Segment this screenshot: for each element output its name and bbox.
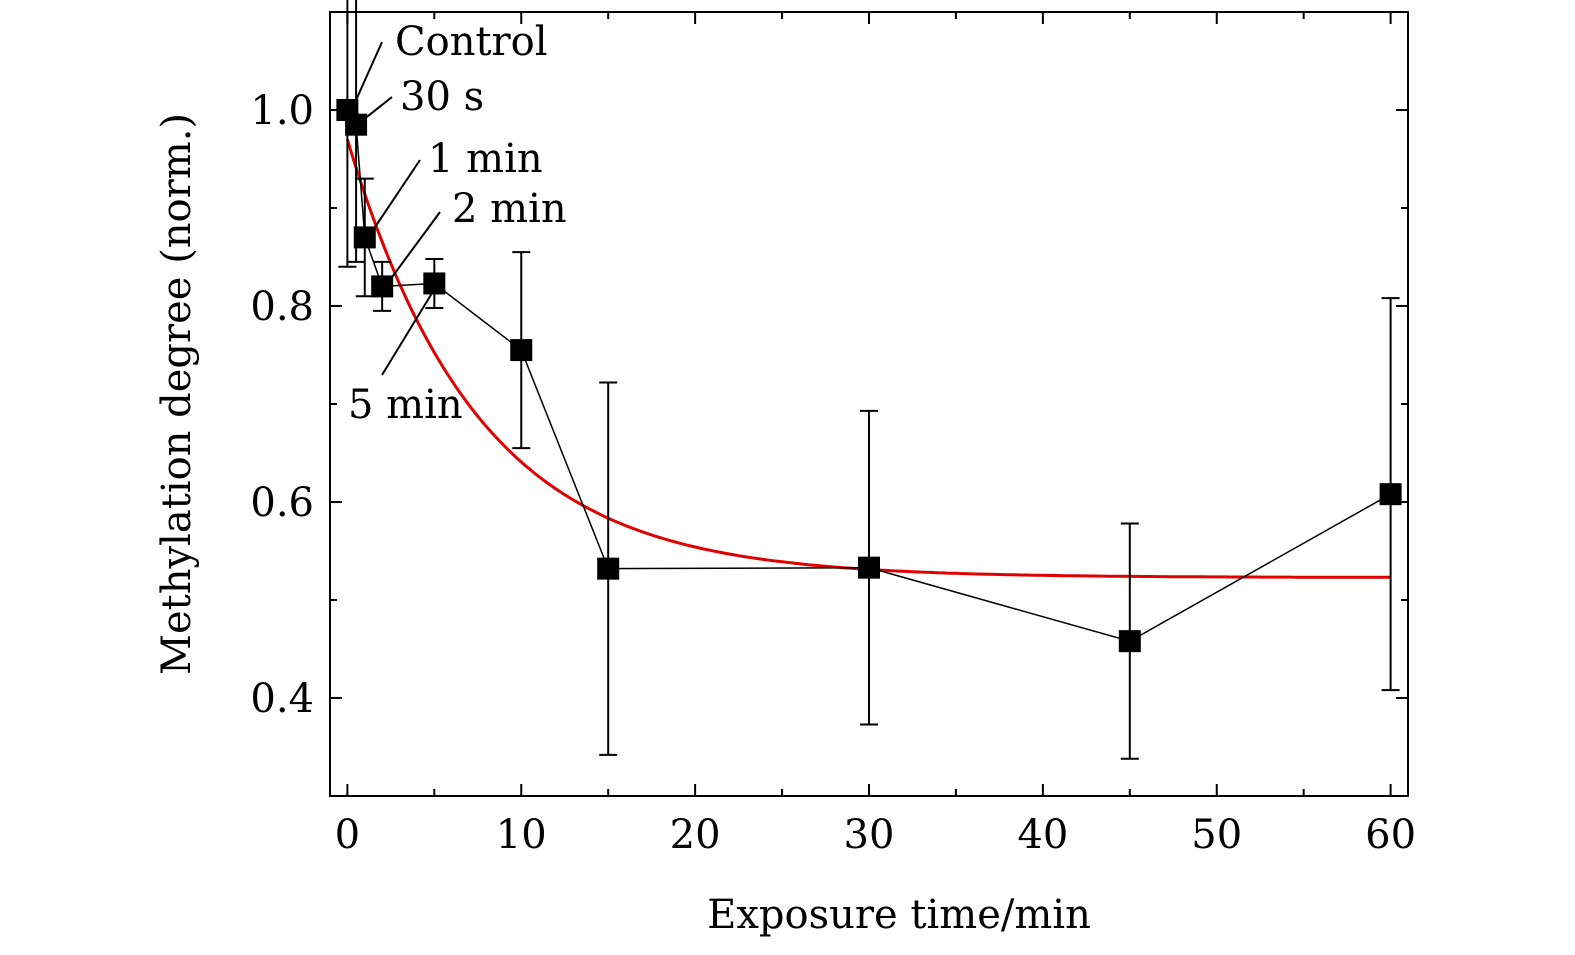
y-tick-label: 0.4 — [250, 676, 314, 722]
data-point — [1118, 630, 1141, 653]
annotation-leader-line — [369, 159, 421, 234]
annotation: 30 s — [361, 74, 484, 122]
annotation-leader-line — [387, 211, 441, 283]
data-series-group — [336, 0, 1402, 760]
annotation-label: 2 min — [452, 186, 567, 232]
data-point — [1379, 483, 1402, 506]
data-point — [858, 556, 880, 579]
y-tick-label: 0.6 — [250, 480, 314, 526]
data-point — [510, 339, 533, 362]
data-point — [423, 272, 446, 295]
axis-ticks: 0 10 20 30 40 50 60 0.4 0.6 0.8 1.0 — [250, 12, 1416, 858]
annotation-label: Control — [395, 19, 548, 65]
annotation-leader-line — [352, 41, 383, 107]
annotation: Control — [352, 19, 548, 107]
annotation: 5 min — [348, 278, 463, 428]
y-tick-label: 0.8 — [250, 284, 314, 330]
annotation-label: 5 min — [348, 382, 463, 428]
annotation-label: 1 min — [428, 136, 543, 182]
annotation-leader-line — [381, 278, 442, 376]
x-tick-label: 60 — [1365, 812, 1416, 858]
data-connect-line — [346, 109, 1391, 643]
x-tick-label: 20 — [670, 812, 721, 858]
x-tick-label: 0 — [335, 812, 360, 858]
annotation: 2 min — [387, 186, 567, 283]
data-point — [597, 557, 620, 580]
annotation: 1 min — [369, 136, 543, 234]
y-tick-label: 1.0 — [250, 88, 314, 134]
x-tick-label: 30 — [844, 812, 895, 858]
data-point — [353, 226, 376, 249]
x-tick-label: 40 — [1017, 812, 1068, 858]
data-point — [345, 113, 368, 136]
data-point — [371, 275, 394, 298]
annotation-leader-line — [361, 96, 393, 122]
y-axis-label: Methylation degree (norm.) — [154, 113, 200, 675]
x-axis-label: Exposure time/min — [707, 892, 1091, 938]
x-tick-label: 50 — [1191, 812, 1242, 858]
x-tick-label: 10 — [496, 812, 547, 858]
annotation-label: 30 s — [400, 74, 484, 120]
